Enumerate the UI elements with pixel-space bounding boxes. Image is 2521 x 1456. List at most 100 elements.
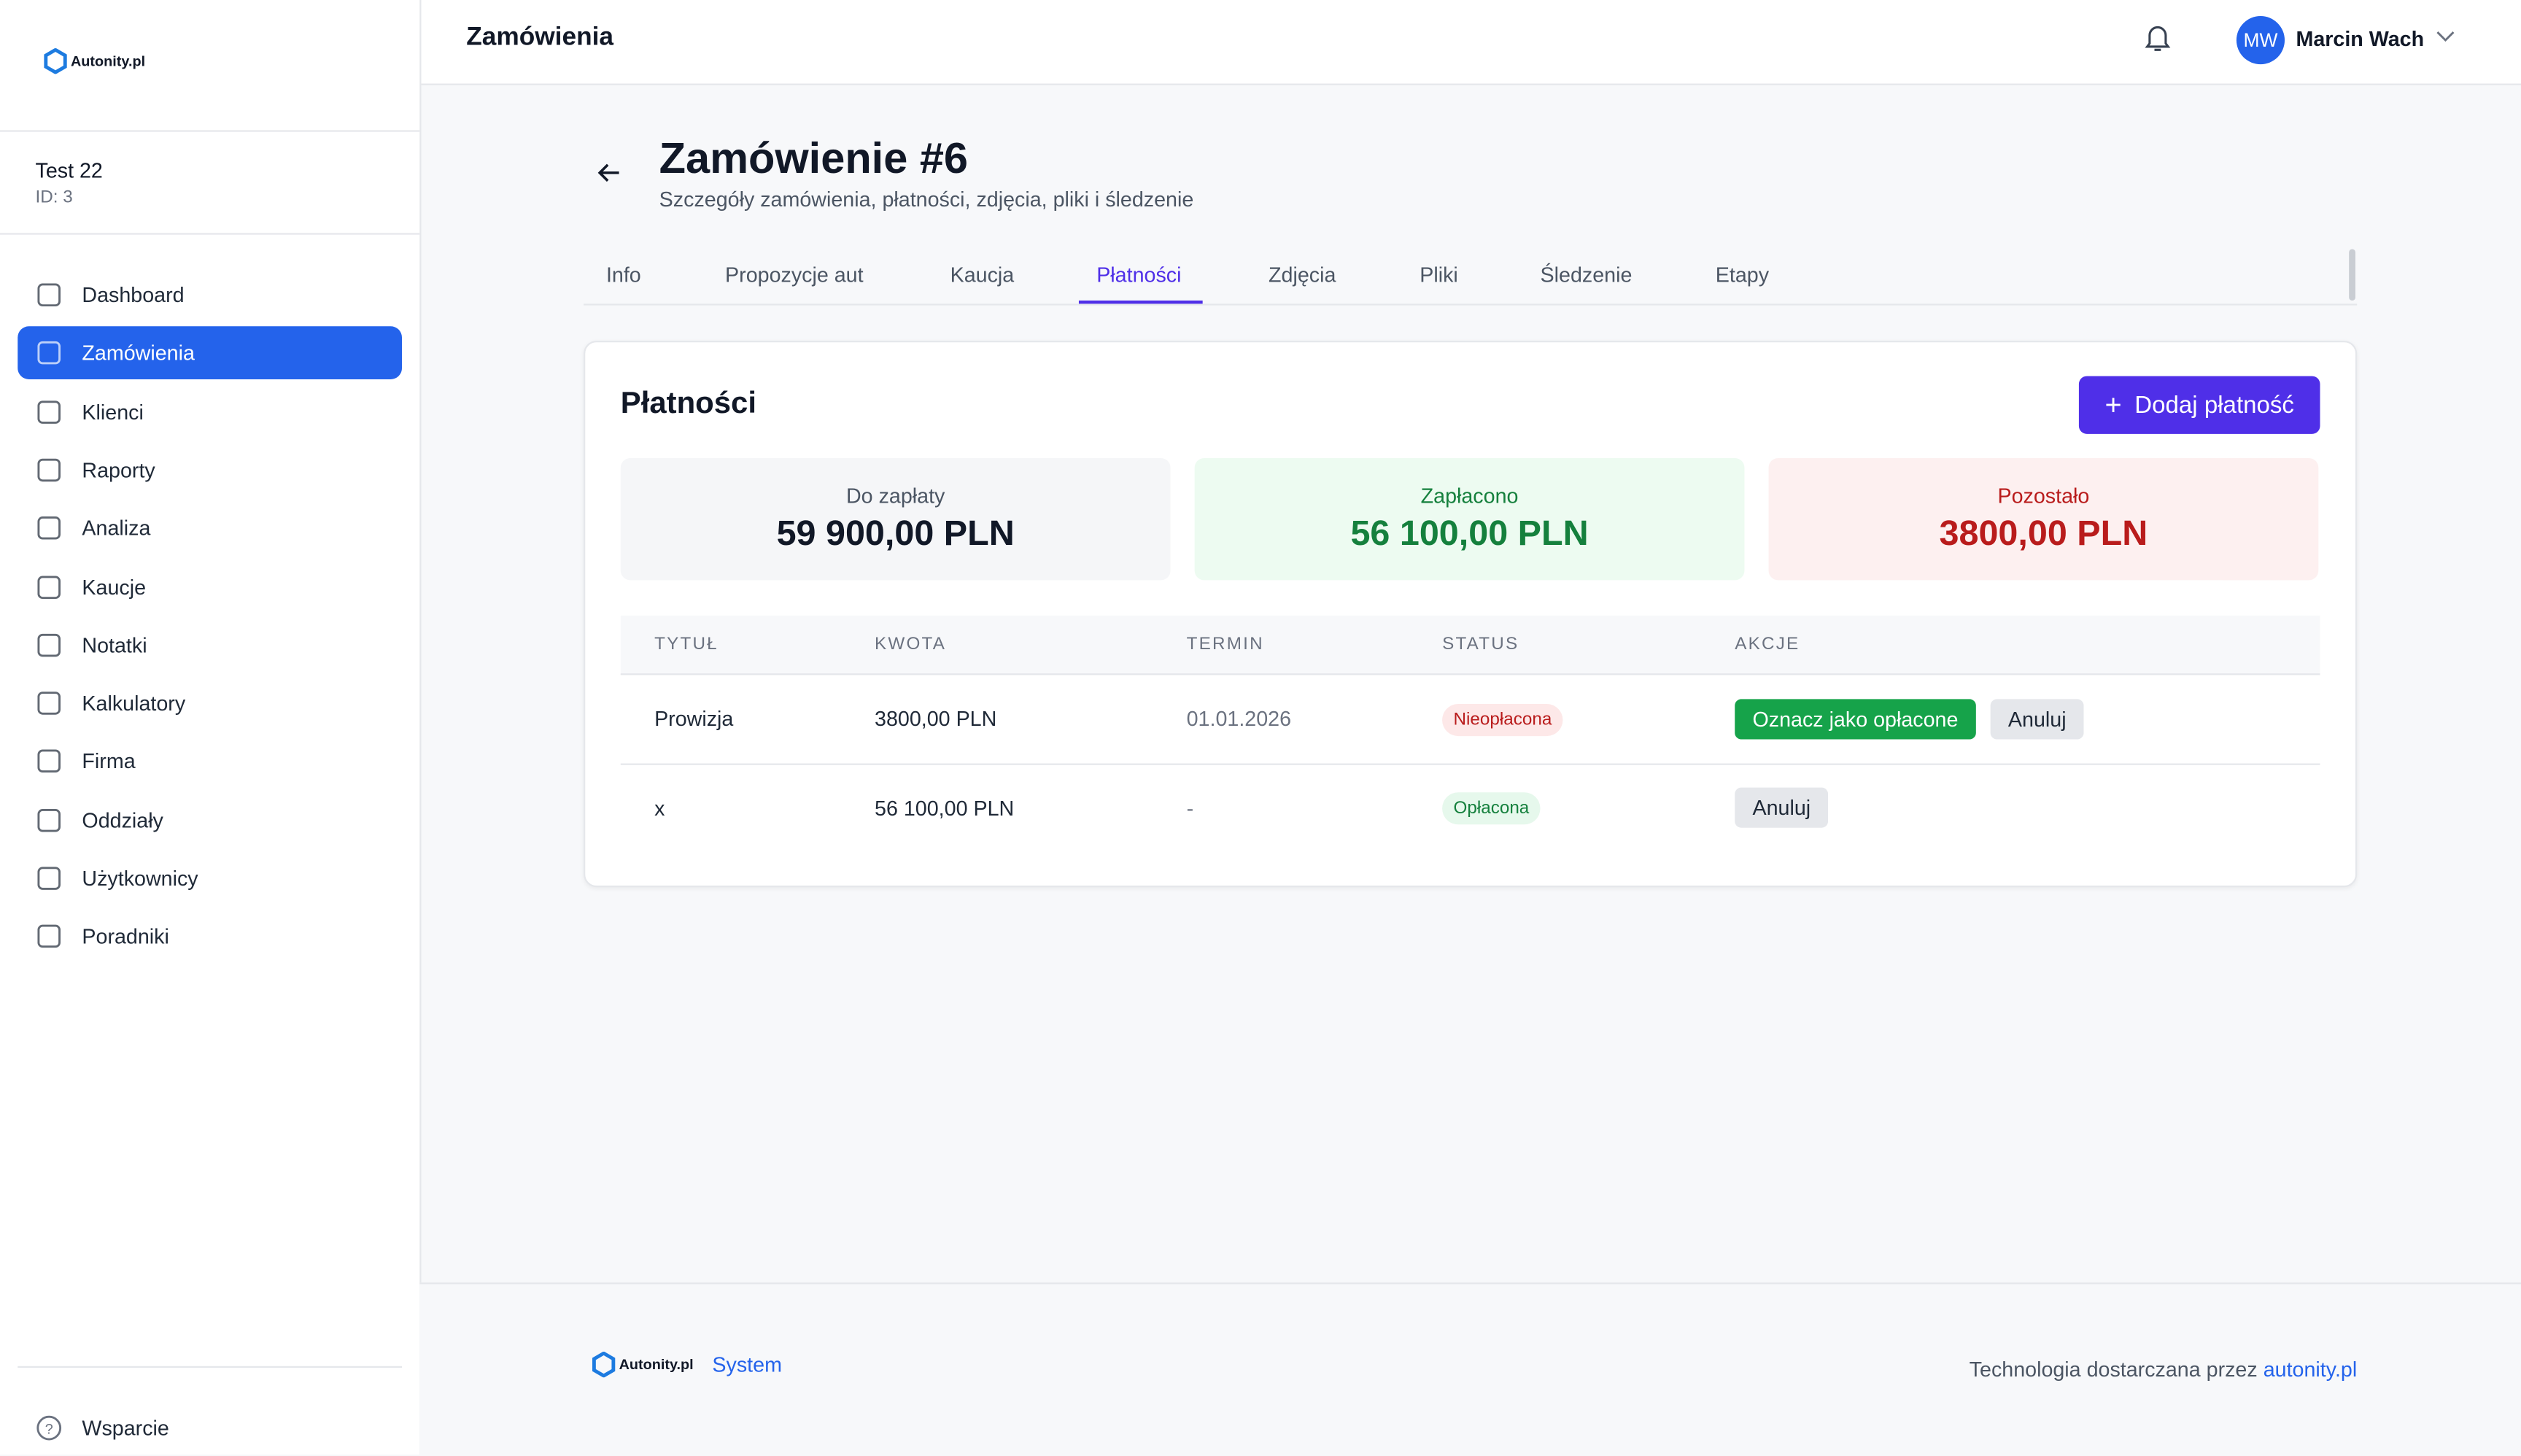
nav-label[interactable]: Kaucje — [82, 574, 147, 599]
nav-label[interactable]: Zamówienia — [82, 341, 195, 365]
nav-item[interactable]: Raporty — [18, 444, 402, 497]
logo-text: Autonity.pl — [70, 53, 146, 69]
nav-item[interactable]: Firma — [18, 735, 402, 789]
tab-underline — [1078, 301, 1203, 304]
nav-item[interactable]: Zamówienia — [18, 326, 403, 380]
column-header: AKCJE — [1735, 635, 1800, 654]
nav-label[interactable]: Dashboard — [82, 282, 185, 307]
nav-icon[interactable] — [35, 631, 62, 658]
nav-label[interactable]: Wsparcie — [82, 1416, 169, 1441]
nav-item[interactable]: Analiza — [18, 502, 402, 555]
summary-label: Zapłacono — [1420, 484, 1519, 508]
nav-label[interactable]: Firma — [82, 749, 136, 774]
header-title: Zamówienia — [466, 24, 614, 52]
cell-due: - — [1186, 796, 1194, 821]
nav-icon[interactable] — [35, 689, 62, 716]
cell-amount: 3800,00 PLN — [875, 706, 997, 731]
summary-box: Do zapłaty 59 900,00 PLN — [620, 457, 1171, 581]
summary-value: 3800,00 PLN — [1939, 512, 2148, 553]
nav-item[interactable]: Klienci — [18, 385, 402, 438]
nav-icon[interactable] — [35, 456, 62, 483]
row-divider — [620, 763, 2320, 765]
tab[interactable]: Płatności — [1096, 263, 1182, 287]
nav-label[interactable]: Notatki — [82, 632, 147, 657]
summary-box: Pozostało 3800,00 PLN — [1768, 457, 2319, 581]
avatar[interactable]: MW — [2236, 16, 2285, 65]
divider — [0, 130, 420, 132]
credit-link[interactable]: autonity.pl — [2263, 1357, 2358, 1382]
logo-icon — [44, 48, 67, 74]
nav-icon[interactable] — [35, 514, 62, 541]
nav-label[interactable]: Użytkownicy — [82, 866, 198, 891]
svg-text:?: ? — [45, 1421, 53, 1437]
cell-title: x — [654, 796, 665, 821]
button-label[interactable]: Dodaj płatność — [2134, 391, 2294, 419]
mark-paid-button[interactable]: Oznacz jako opłacone — [1735, 699, 1976, 740]
cell-amount: 56 100,00 PLN — [875, 796, 1015, 821]
nav-item[interactable]: Kaucje — [18, 560, 402, 613]
cell-title: Prowizja — [654, 706, 734, 731]
add-payment-button[interactable]: + Dodaj płatność — [2078, 376, 2320, 434]
divider — [18, 1366, 403, 1368]
nav-item[interactable]: Dashboard — [18, 268, 402, 322]
tab[interactable]: Info — [605, 263, 641, 287]
summary-label: Do zapłaty — [845, 484, 945, 508]
cell-due: 01.01.2026 — [1186, 706, 1292, 731]
nav-icon[interactable] — [35, 748, 62, 775]
bell-icon[interactable] — [2143, 23, 2172, 53]
divider — [0, 233, 420, 235]
sidebar: Autonity.pl Test 22 ID: 3 Dashboard Zamów… — [0, 0, 422, 1455]
nav-item[interactable]: Poradniki — [18, 910, 402, 964]
nav-label[interactable]: Analiza — [82, 516, 151, 541]
nav-icon[interactable] — [35, 398, 62, 425]
scrollbar — [2349, 249, 2356, 301]
status-badge: Opłacona — [1442, 792, 1541, 825]
footer-system[interactable]: System — [712, 1352, 782, 1377]
back-arrow[interactable] — [595, 159, 622, 186]
tab[interactable]: Śledzenie — [1540, 263, 1633, 287]
nav-icon[interactable] — [35, 923, 62, 950]
tab[interactable]: Etapy — [1715, 263, 1770, 287]
nav-icon[interactable] — [35, 282, 62, 309]
nav-icon[interactable] — [35, 806, 62, 833]
column-header: TYTUŁ — [654, 635, 719, 654]
nav-item[interactable]: Kalkulatory — [18, 677, 402, 730]
summary-box: Zapłacono 56 100,00 PLN — [1194, 457, 1745, 581]
user-name[interactable]: Marcin Wach — [2296, 26, 2425, 51]
nav-label[interactable]: Raporty — [82, 457, 155, 482]
tab[interactable]: Zdjęcia — [1269, 263, 1336, 287]
nav-label[interactable]: Kalkulatory — [82, 691, 186, 716]
nav-label[interactable]: Oddziały — [82, 808, 163, 832]
nav-icon[interactable] — [35, 573, 62, 600]
nav-item[interactable]: Oddziały — [18, 794, 402, 847]
page-subtitle: Szczegóły zamówienia, płatności, zdjęcia… — [659, 187, 1194, 212]
footer-logo: Autonity.pl — [619, 1356, 694, 1373]
nav-label[interactable]: Poradniki — [82, 924, 169, 949]
tab[interactable]: Pliki — [1420, 263, 1458, 287]
nav-icon[interactable] — [35, 864, 62, 891]
column-header: KWOTA — [875, 635, 947, 654]
nav-icon[interactable] — [35, 340, 62, 367]
nav-label[interactable]: Klienci — [82, 399, 144, 424]
org-id: ID: 3 — [35, 187, 73, 208]
cancel-button[interactable]: Anuluj — [1990, 699, 2084, 740]
column-header: STATUS — [1442, 635, 1519, 654]
summary-label: Pozostało — [1997, 484, 2090, 508]
page-title: Zamówienie #6 — [659, 133, 969, 183]
footer — [419, 1282, 2521, 1456]
tab[interactable]: Propozycje aut — [725, 263, 864, 287]
tab[interactable]: Kaucja — [950, 263, 1015, 287]
tabs-line — [584, 303, 2358, 306]
logo-icon — [592, 1351, 616, 1378]
table-header — [620, 615, 2320, 675]
credit-text: Technologia dostarczana przez — [1969, 1357, 2258, 1382]
cancel-button[interactable]: Anuluj — [1735, 787, 1829, 828]
nav-item[interactable]: ? Wsparcie — [18, 1401, 402, 1455]
column-header: TERMIN — [1186, 635, 1264, 654]
plus-icon[interactable]: + — [2104, 388, 2122, 421]
chevron[interactable] — [2436, 31, 2455, 44]
org-name: Test 22 — [35, 158, 103, 183]
nav-item[interactable]: Notatki — [18, 619, 402, 672]
nav-item[interactable]: Użytkownicy — [18, 852, 402, 905]
